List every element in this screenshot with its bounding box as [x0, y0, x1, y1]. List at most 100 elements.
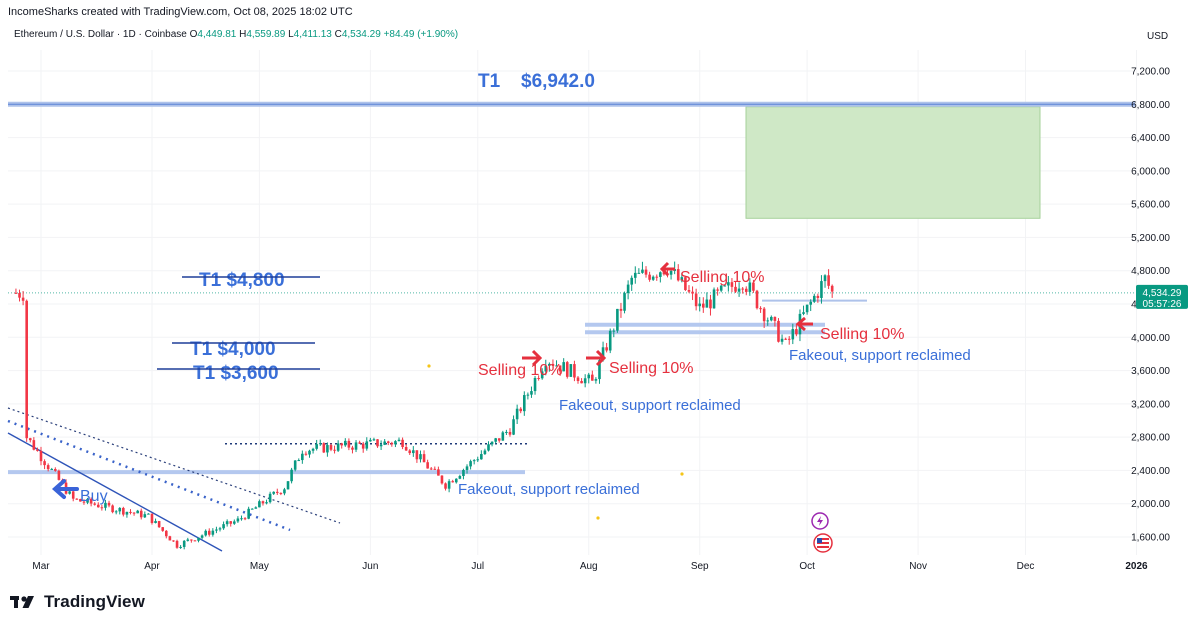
candle-body: [523, 395, 526, 412]
candle: [204, 529, 207, 537]
symbol-info-bar[interactable]: Ethereum / U.S. Dollar · 1D · Coinbase O…: [14, 29, 458, 40]
candle-body: [494, 438, 497, 442]
candle-body: [820, 281, 823, 298]
candle: [236, 516, 240, 523]
tradingview-brand[interactable]: TradingView: [10, 592, 145, 612]
candle-body: [633, 272, 637, 278]
candle: [508, 428, 512, 437]
candle-body: [480, 454, 483, 460]
candle-body: [623, 293, 626, 311]
candle: [165, 530, 168, 539]
candle: [240, 515, 243, 521]
candle-body: [444, 483, 447, 489]
candle-body: [318, 443, 322, 445]
y-tick-label: 4,000.00: [1131, 333, 1170, 344]
candle-body: [544, 365, 548, 372]
y-tick-label: 6,800.00: [1131, 100, 1170, 111]
candle-body: [576, 377, 580, 381]
candle-body: [451, 481, 454, 483]
candle-body: [823, 275, 827, 282]
candle-body: [372, 439, 376, 441]
candle-body: [161, 527, 165, 531]
candle-body: [179, 546, 182, 548]
candle-body: [279, 492, 283, 494]
candle: [540, 368, 544, 380]
symbol-name[interactable]: Ethereum / U.S. Dollar · 1D · Coinbase: [14, 29, 187, 40]
lightning-icon[interactable]: [811, 512, 829, 530]
candle-body: [465, 466, 469, 470]
candle: [454, 478, 458, 484]
y-tick-label: 3,200.00: [1131, 399, 1170, 410]
candle-body: [25, 300, 28, 439]
candle-body: [591, 374, 594, 381]
candle: [591, 370, 594, 381]
candle: [519, 407, 523, 414]
high-value: 4,559.89: [246, 29, 286, 40]
candle-body: [462, 469, 465, 477]
candle: [96, 502, 100, 508]
candle: [605, 342, 608, 353]
candle: [351, 445, 354, 454]
candle-body: [530, 391, 533, 395]
candle-body: [805, 304, 809, 313]
candle-body: [573, 364, 576, 378]
annotation-label: Fakeout, support reclaimed: [458, 481, 640, 498]
candle-body: [340, 443, 344, 446]
candle: [762, 306, 766, 328]
candle-body: [408, 450, 412, 454]
candle: [755, 289, 759, 310]
candle-body: [558, 365, 562, 372]
candle: [727, 275, 730, 292]
candle: [290, 467, 293, 484]
sell-arrow-icon: [795, 316, 813, 332]
candle: [812, 293, 816, 303]
candle: [494, 437, 497, 444]
candle: [82, 499, 86, 505]
candle: [770, 315, 773, 322]
candle-body: [791, 329, 795, 340]
candle: [275, 488, 279, 495]
y-tick-label: 6,400.00: [1131, 133, 1170, 144]
candle: [633, 266, 637, 284]
candle-body: [705, 299, 709, 308]
high-label: H: [239, 29, 247, 40]
candle: [369, 437, 372, 442]
candle-body: [240, 518, 243, 520]
target-zone-box: [745, 106, 1041, 219]
candle: [505, 429, 508, 435]
candle-body: [75, 498, 79, 500]
candle: [480, 450, 483, 460]
candle: [766, 317, 770, 326]
candle-body: [437, 469, 440, 476]
currency-label[interactable]: USD: [1147, 31, 1169, 42]
candle-body: [508, 431, 512, 435]
candle: [447, 479, 451, 493]
candle-body: [562, 362, 565, 372]
candle: [684, 276, 687, 291]
candle-body: [809, 301, 812, 305]
candle-body: [551, 363, 555, 366]
candle-body: [533, 377, 537, 392]
candle: [354, 440, 358, 453]
candle-body: [379, 444, 383, 447]
us-flag-icon[interactable]: [813, 533, 833, 553]
candle: [784, 337, 787, 340]
open-label: O: [189, 29, 198, 40]
candle-body: [28, 438, 32, 441]
candle-body: [46, 465, 50, 470]
chart-credit: IncomeSharks created with TradingView.co…: [8, 6, 353, 18]
candle: [558, 365, 562, 376]
candle-body: [132, 512, 136, 514]
y-tick-label: 5,200.00: [1131, 233, 1170, 244]
candle-body: [43, 461, 46, 466]
event-icons[interactable]: [811, 512, 833, 553]
candle-body: [497, 438, 501, 441]
candle-body: [587, 374, 591, 379]
candle: [741, 286, 744, 294]
candle: [458, 474, 462, 480]
candle: [218, 526, 222, 532]
candle-body: [104, 502, 107, 508]
sell-arrow-icon: [659, 261, 675, 277]
candle: [626, 280, 630, 300]
